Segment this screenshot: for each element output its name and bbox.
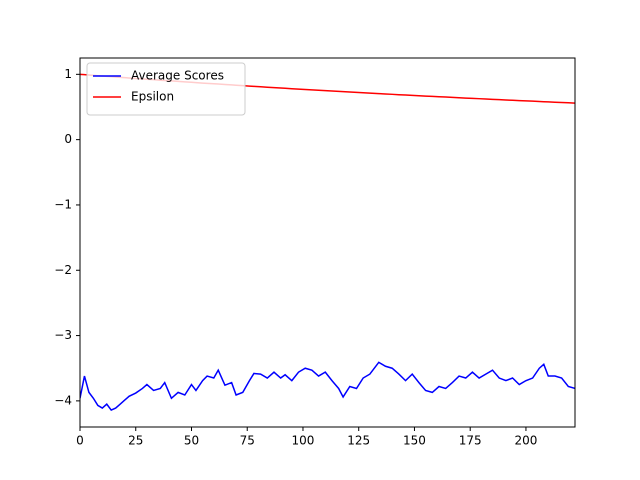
x-tick-label: 150 — [403, 434, 426, 448]
x-tick-label: 125 — [347, 434, 370, 448]
y-tick-label: 1 — [64, 67, 72, 81]
y-tick-label: −2 — [54, 263, 72, 277]
x-tick-label: 25 — [128, 434, 143, 448]
y-tick-label: −1 — [54, 197, 72, 211]
x-tick-label: 100 — [292, 434, 315, 448]
y-tick-label: −3 — [54, 328, 72, 342]
legend-box — [86, 62, 246, 116]
x-tick-label: 175 — [459, 434, 482, 448]
plot-frame — [79, 57, 576, 428]
series-line — [80, 361, 575, 411]
y-tick-label: −4 — [54, 393, 72, 407]
x-tick-label: 200 — [514, 434, 537, 448]
legend-label: Average Scores — [131, 69, 224, 83]
legend-label: Epsilon — [131, 90, 174, 104]
y-tick-label: 0 — [64, 132, 72, 146]
x-tick-label: 75 — [240, 434, 255, 448]
x-tick-label: 50 — [184, 434, 199, 448]
x-tick-label: 0 — [76, 434, 84, 448]
